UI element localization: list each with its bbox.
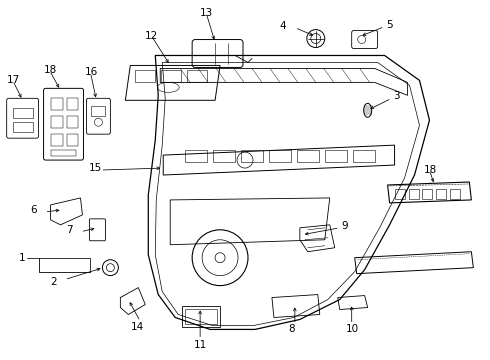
Bar (437, 189, 446, 199)
Bar (50, 116, 63, 128)
Bar (185, 150, 207, 162)
Bar (297, 150, 319, 162)
Bar (13, 108, 33, 118)
Text: 16: 16 (84, 67, 98, 77)
Text: 12: 12 (145, 31, 159, 41)
Text: 18: 18 (44, 66, 57, 76)
Text: 1: 1 (19, 253, 25, 263)
Bar (67, 98, 78, 110)
Bar (450, 189, 461, 199)
Text: 2: 2 (50, 276, 57, 287)
Bar (187, 71, 207, 82)
Bar (67, 134, 78, 146)
Bar (353, 150, 375, 162)
Text: 13: 13 (200, 8, 213, 18)
Bar (135, 71, 155, 82)
Bar (161, 71, 181, 82)
Bar (325, 150, 347, 162)
Text: 14: 14 (130, 323, 144, 332)
Text: 6: 6 (30, 205, 37, 215)
Bar (241, 150, 263, 162)
Bar (409, 189, 418, 199)
Text: 7: 7 (67, 225, 73, 235)
Bar (394, 189, 405, 199)
Text: 10: 10 (346, 324, 359, 334)
Bar (269, 150, 291, 162)
Text: 5: 5 (387, 19, 393, 30)
Bar (13, 122, 33, 132)
Bar (50, 134, 63, 146)
Bar (213, 150, 235, 162)
Text: 9: 9 (342, 221, 348, 231)
Text: 15: 15 (89, 163, 102, 173)
Bar (50, 150, 76, 156)
Text: 3: 3 (393, 91, 400, 101)
Bar (92, 106, 105, 116)
Bar (422, 189, 433, 199)
Text: 8: 8 (288, 324, 294, 334)
Bar (67, 116, 78, 128)
Bar (50, 98, 63, 110)
Text: 18: 18 (423, 165, 437, 175)
Text: 4: 4 (280, 21, 287, 31)
Bar (182, 306, 220, 328)
Text: 17: 17 (7, 75, 20, 85)
Bar (185, 309, 217, 324)
Text: 11: 11 (194, 340, 207, 350)
